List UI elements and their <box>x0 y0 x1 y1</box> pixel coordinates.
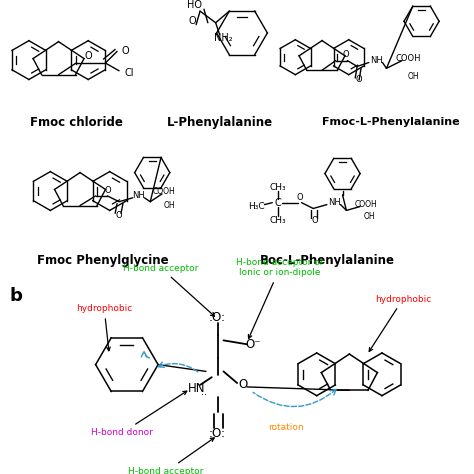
Text: Boc-L-Phenylalanine: Boc-L-Phenylalanine <box>259 255 394 267</box>
Text: L-Phenylalanine: L-Phenylalanine <box>166 116 273 128</box>
Text: O: O <box>238 378 247 392</box>
Text: COOH: COOH <box>153 188 175 197</box>
Text: Cl: Cl <box>124 68 134 78</box>
Text: O: O <box>116 211 122 220</box>
Text: :O:: :O: <box>209 427 226 440</box>
Text: b: b <box>10 287 23 305</box>
Text: CH₃: CH₃ <box>270 216 286 225</box>
Text: COOH: COOH <box>395 54 420 63</box>
Text: O: O <box>312 216 319 225</box>
Text: H-bond acceptor: H-bond acceptor <box>123 264 215 316</box>
Text: O: O <box>189 16 196 26</box>
Text: hydrophobic: hydrophobic <box>369 294 431 351</box>
Text: ··: ·· <box>201 390 207 400</box>
Text: NH₂: NH₂ <box>214 33 233 43</box>
Text: C: C <box>275 198 282 208</box>
Text: H-bond donor: H-bond donor <box>91 391 187 438</box>
Text: H-bond acceptor: H-bond acceptor <box>128 438 214 474</box>
Text: H-bond acceptor or
Ionic or ion-dipole: H-bond acceptor or Ionic or ion-dipole <box>237 258 324 338</box>
Text: O: O <box>342 50 349 59</box>
Text: OH: OH <box>164 201 175 210</box>
Text: rotation: rotation <box>268 423 304 432</box>
Text: NH: NH <box>370 56 383 65</box>
Text: OH: OH <box>408 72 419 81</box>
Text: O: O <box>356 75 363 84</box>
Text: :O:: :O: <box>209 310 226 324</box>
Text: Fmoc Phenylglycine: Fmoc Phenylglycine <box>36 255 168 267</box>
Text: HO: HO <box>187 0 202 10</box>
Text: COOH: COOH <box>355 200 377 209</box>
Text: CH₃: CH₃ <box>270 182 286 191</box>
Text: Fmoc chloride: Fmoc chloride <box>30 116 123 128</box>
Text: NH: NH <box>328 198 341 207</box>
Text: O: O <box>296 193 303 202</box>
Text: O: O <box>84 51 91 61</box>
Text: Fmoc-L-Phenylalanine: Fmoc-L-Phenylalanine <box>321 117 459 127</box>
Text: HN: HN <box>187 383 205 395</box>
Text: NH: NH <box>132 191 145 201</box>
Text: hydrophobic: hydrophobic <box>76 304 132 351</box>
Text: O⁻: O⁻ <box>245 338 261 351</box>
Text: OH: OH <box>364 212 376 221</box>
Text: H₃C: H₃C <box>248 202 265 211</box>
Text: O: O <box>104 185 110 194</box>
Text: O: O <box>121 46 129 56</box>
